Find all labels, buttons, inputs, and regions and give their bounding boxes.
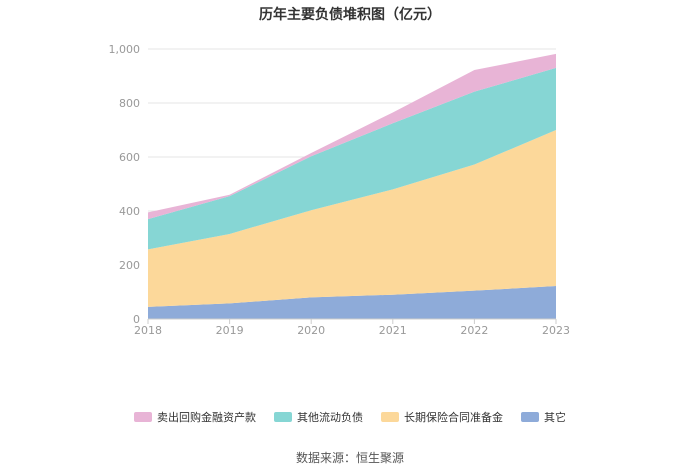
legend-item[interactable]: 卖出回购金融资产款 <box>134 409 256 425</box>
legend-swatch <box>134 412 152 422</box>
legend-swatch <box>274 412 292 422</box>
area-卖出回购金融资产款 <box>148 53 556 220</box>
x-tick-label: 2018 <box>134 324 162 337</box>
area-series <box>148 53 556 319</box>
area-长期保险合同准备金 <box>148 130 556 307</box>
legend-item[interactable]: 长期保险合同准备金 <box>381 409 503 425</box>
y-tick-label: 0 <box>133 313 140 326</box>
area-其他流动负债 <box>148 67 556 250</box>
legend-swatch <box>521 412 539 422</box>
legend-item[interactable]: 其他流动负债 <box>274 409 363 425</box>
x-tick-label: 2022 <box>460 324 488 337</box>
legend-item[interactable]: 其它 <box>521 409 566 425</box>
x-tick-label: 2021 <box>379 324 407 337</box>
data-source-note: 数据来源：恒生聚源 <box>295 451 404 465</box>
y-tick-label: 400 <box>119 205 140 218</box>
legend-label: 其他流动负债 <box>297 411 363 424</box>
y-tick-label: 800 <box>119 97 140 110</box>
x-tick-label: 2023 <box>542 324 570 337</box>
y-tick-label: 600 <box>119 151 140 164</box>
legend-swatch <box>381 412 399 422</box>
legend: 卖出回购金融资产款 其他流动负债 长期保险合同准备金 其它 <box>0 409 700 425</box>
area-其它 <box>148 286 556 319</box>
y-tick-label: 200 <box>119 259 140 272</box>
legend-label: 长期保险合同准备金 <box>404 411 503 424</box>
legend-label: 其它 <box>544 411 566 424</box>
y-tick-label: 1,000 <box>109 43 141 56</box>
chart-title: 历年主要负债堆积图（亿元） <box>259 7 441 23</box>
stacked-area-chart: 0 200 400 600 800 1,000 2018 2019 2020 2021 2022 20… <box>109 43 571 337</box>
x-tick-label: 2020 <box>297 324 325 337</box>
x-tick-label: 2019 <box>216 324 244 337</box>
legend-label: 卖出回购金融资产款 <box>157 411 256 424</box>
axes: 0 200 400 600 800 1,000 2018 2019 2020 2021 2022 20… <box>109 43 571 337</box>
